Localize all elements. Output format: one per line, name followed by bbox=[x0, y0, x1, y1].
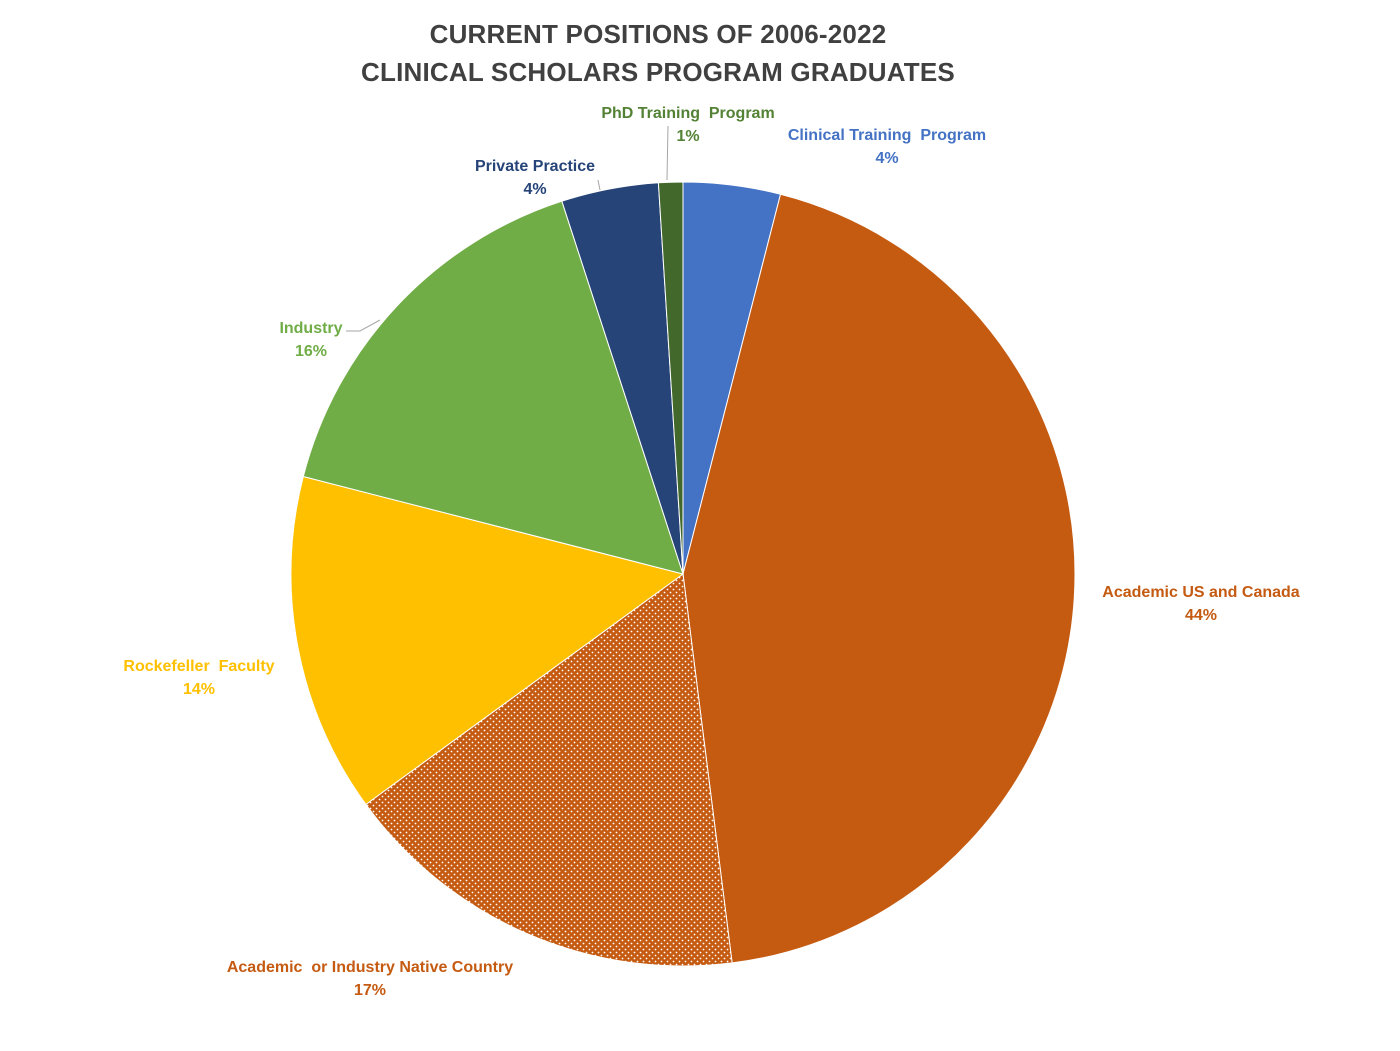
slice-label-percent: 44% bbox=[1185, 607, 1217, 624]
slice-label-name: Academic US and Canada bbox=[1102, 584, 1300, 601]
data-label-industry: Industry 16% bbox=[279, 320, 342, 360]
slice-label-percent: 16% bbox=[295, 343, 327, 360]
pie-slice-academic-or-industry-native-country bbox=[365, 573, 733, 967]
data-label-rockefeller-faculty: Rockefeller Faculty 14% bbox=[123, 658, 274, 698]
leader-line-phd-training-program bbox=[666, 125, 669, 181]
slice-label-percent: 14% bbox=[183, 681, 215, 698]
slice-label-percent: 17% bbox=[354, 982, 386, 999]
pie-slice-rockefeller-faculty bbox=[290, 475, 685, 806]
chart-title-line-2: CLINICAL SCHOLARS PROGRAM GRADUATES bbox=[361, 57, 955, 87]
slice-label-percent: 4% bbox=[875, 150, 898, 167]
pie-slices bbox=[290, 181, 1076, 967]
slice-label-name: Private Practice bbox=[475, 158, 595, 175]
chart-title-line-1: CURRENT POSITIONS OF 2006-2022 bbox=[429, 19, 887, 49]
data-label-academic-or-industry-native-country: Academic or Industry Native Country 17% bbox=[227, 959, 513, 999]
data-label-private-practice: Private Practice 4% bbox=[475, 158, 595, 198]
pie-slice-industry bbox=[302, 200, 684, 575]
slice-label-name: PhD Training Program bbox=[601, 105, 774, 122]
slice-label-percent: 4% bbox=[523, 181, 546, 198]
slice-label-name: Academic or Industry Native Country bbox=[227, 959, 513, 976]
slice-label-name: Industry bbox=[279, 320, 342, 337]
data-labels: Clinical Training Program 4% Academic US a… bbox=[123, 105, 1299, 999]
leader-line-industry bbox=[346, 319, 381, 332]
slice-label-name: Rockefeller Faculty bbox=[123, 658, 274, 675]
data-label-academic-us-and-canada: Academic US and Canada 44% bbox=[1102, 584, 1300, 624]
pie-slice-phd-training-program bbox=[657, 181, 684, 575]
data-label-phd-training-program: PhD Training Program 1% bbox=[601, 105, 774, 145]
data-label-clinical-training-program: Clinical Training Program 4% bbox=[788, 127, 986, 167]
leader-lines bbox=[346, 125, 669, 332]
slice-label-name: Clinical Training Program bbox=[788, 127, 986, 144]
pie-slice-academic-us-and-canada bbox=[682, 193, 1076, 964]
slice-label-percent: 1% bbox=[676, 128, 699, 145]
leader-line-private-practice bbox=[597, 179, 601, 191]
